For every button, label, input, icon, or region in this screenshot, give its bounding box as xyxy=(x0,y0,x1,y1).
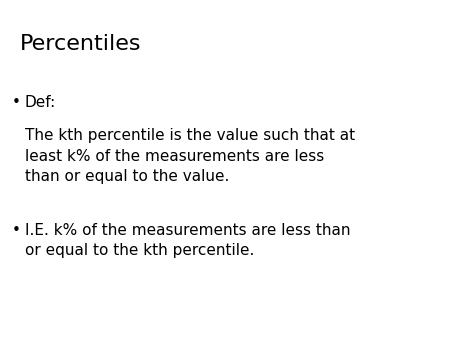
Text: •: • xyxy=(11,223,20,238)
Text: The kth percentile is the value such that at
least k% of the measurements are le: The kth percentile is the value such tha… xyxy=(25,128,355,184)
Text: Def:: Def: xyxy=(25,95,56,110)
Text: •: • xyxy=(11,95,20,110)
Text: I.E. k% of the measurements are less than
or equal to the kth percentile.: I.E. k% of the measurements are less tha… xyxy=(25,223,350,259)
Text: Percentiles: Percentiles xyxy=(20,34,141,54)
